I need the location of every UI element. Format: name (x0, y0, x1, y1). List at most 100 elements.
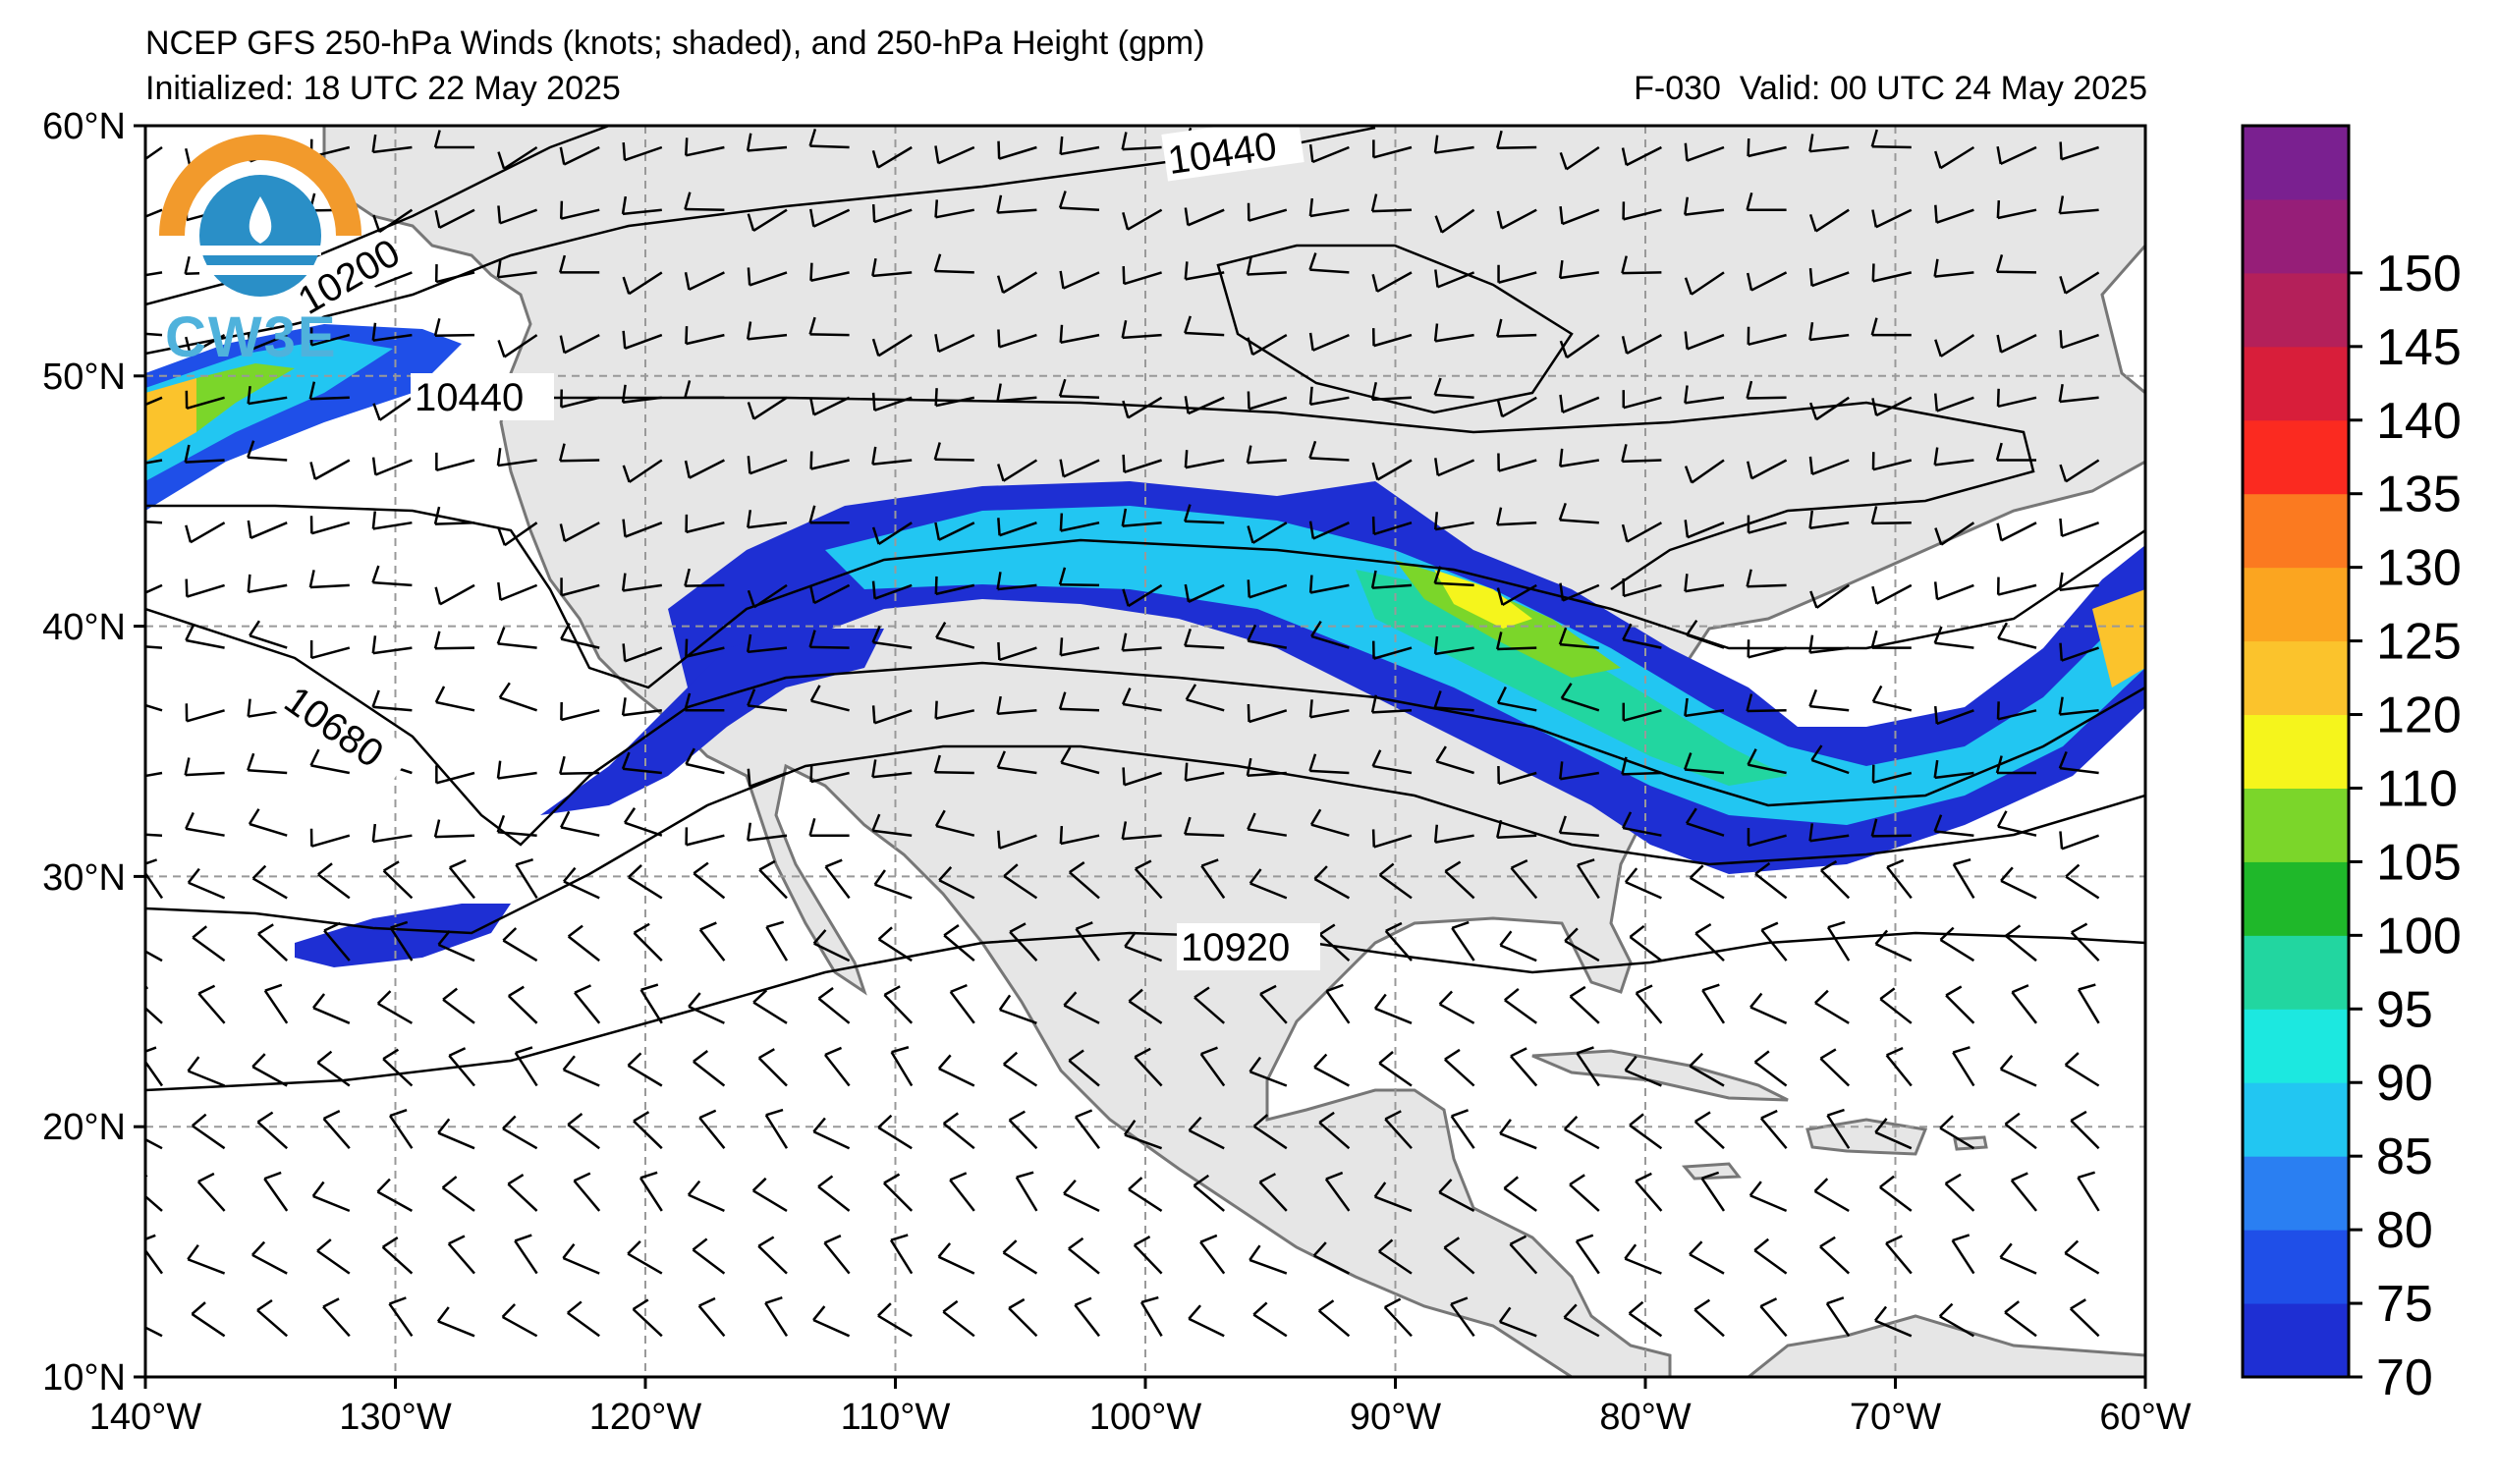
wind-barb (998, 646, 1037, 662)
wind-barb-flag (1939, 926, 1955, 941)
wind-barb (1686, 145, 1725, 162)
wind-barb-flag (309, 462, 317, 480)
lon-label: 100°W (1089, 1397, 1202, 1438)
wind-barb-flag (1746, 192, 1753, 211)
wind-barb (1063, 1192, 1100, 1213)
wind-barb (435, 700, 475, 712)
wind-barb-flag (1827, 920, 1846, 929)
wind-barb (1185, 459, 1225, 469)
wind-barb (1188, 1128, 1225, 1150)
wind-barb (1015, 1176, 1038, 1212)
wind-barb (310, 333, 351, 347)
wind-barb-flag (1870, 129, 1878, 147)
wind-barb-flag (1063, 991, 1078, 1007)
wind-barb (1936, 208, 1974, 224)
wind-barb (2059, 396, 2099, 404)
wind-barb-flag (562, 866, 577, 883)
contour-label-bg-5 (1177, 923, 1320, 970)
wind-barb (622, 208, 662, 216)
wind-barb-flag (2059, 518, 2064, 536)
wind-barb (187, 1258, 226, 1275)
wind-barb (686, 834, 725, 847)
wind-barb-flag (1684, 697, 1689, 717)
wind-barb (1310, 823, 1350, 837)
wind-barb (1576, 864, 1600, 900)
wind-barb-flag (747, 688, 756, 706)
wind-barb-flag (1325, 1171, 1344, 1181)
wind-barb-flag (2058, 750, 2068, 769)
logo-text: CW3E (165, 305, 338, 369)
wind-barb-flag (317, 862, 333, 876)
wind-barb (2010, 1180, 2037, 1212)
wind-barb-flag (809, 685, 821, 702)
wind-barb (561, 709, 600, 722)
wind-barb (1747, 583, 1787, 588)
wind-barb-flag (883, 985, 901, 997)
wind-barb-flag (1140, 1295, 1159, 1304)
wind-barb (1497, 521, 1537, 526)
colorbar-label: 140 (2376, 393, 2462, 450)
wind-barb (1694, 932, 1725, 962)
wind-barb-flag (1496, 632, 1503, 650)
wind-barb (813, 942, 851, 962)
wind-barb (256, 1309, 289, 1338)
wind-barb (434, 333, 475, 338)
wind-barb (692, 1248, 726, 1275)
wind-barb (685, 207, 725, 211)
wind-barb-flag (1128, 988, 1143, 1003)
wind-barb-flag (1496, 210, 1504, 229)
wind-barb-flag (502, 927, 518, 942)
wind-barb (873, 208, 913, 224)
wind-barb (441, 1186, 475, 1212)
wind-barb-flag (746, 321, 752, 340)
wind-barb-flag (184, 255, 191, 275)
wind-barb-flag (1871, 585, 1878, 604)
wind-barb-flag (622, 519, 627, 537)
wind-barb (1934, 459, 1974, 467)
wind-barb (2059, 709, 2099, 716)
wind-barb-flag (1059, 270, 1065, 289)
wind-barb-flag (1753, 1050, 1770, 1064)
wind-barb-flag (685, 137, 689, 156)
wind-barb-flag (437, 930, 451, 946)
wind-barb (810, 459, 850, 470)
wind-barb-flag (434, 686, 446, 703)
wind-barb-flag (247, 520, 252, 539)
wind-barb-flag (145, 1234, 156, 1241)
wind-barb-flag (890, 1234, 909, 1241)
wind-barb-flag (621, 573, 627, 591)
colorbar-label: 75 (2376, 1276, 2433, 1333)
wind-barb (1559, 519, 1599, 524)
wind-barb (145, 459, 163, 465)
lon-label: 130°W (339, 1397, 452, 1438)
wind-barb-flag (628, 864, 642, 879)
wind-barb (624, 145, 663, 162)
wind-barb (1622, 271, 1662, 275)
wind-barb (499, 696, 538, 712)
wind-barb (1689, 1065, 1725, 1087)
wind-barb-flag (937, 1242, 952, 1258)
wind-barb (145, 833, 163, 837)
wind-barb (1815, 583, 1850, 609)
wind-barb-flag (2000, 866, 2014, 882)
wind-barb (1437, 271, 1475, 289)
wind-barb (145, 1137, 163, 1150)
wind-barb-flag (514, 1234, 532, 1242)
wind-barb (377, 1002, 414, 1024)
wind-barb (145, 771, 163, 778)
cw3e-logo-icon (159, 135, 361, 297)
wind-barb-flag (497, 205, 502, 224)
wind-barb (1747, 709, 1787, 713)
wind-barb-flag (185, 578, 189, 597)
wind-barb-flag (1621, 255, 1628, 274)
wind-barb (1060, 333, 1100, 344)
wind-barb (497, 642, 537, 649)
lat-label: 30°N (42, 857, 126, 899)
wind-barb-flag (145, 858, 158, 865)
initialized-time: Initialized: 18 UTC 22 May 2025 (145, 70, 621, 107)
wind-barb (1497, 333, 1537, 338)
jet-shade-nw-core (145, 339, 393, 481)
wind-barb-flag (812, 929, 827, 945)
wind-barb (191, 1312, 226, 1338)
wind-barb (1815, 396, 1850, 421)
